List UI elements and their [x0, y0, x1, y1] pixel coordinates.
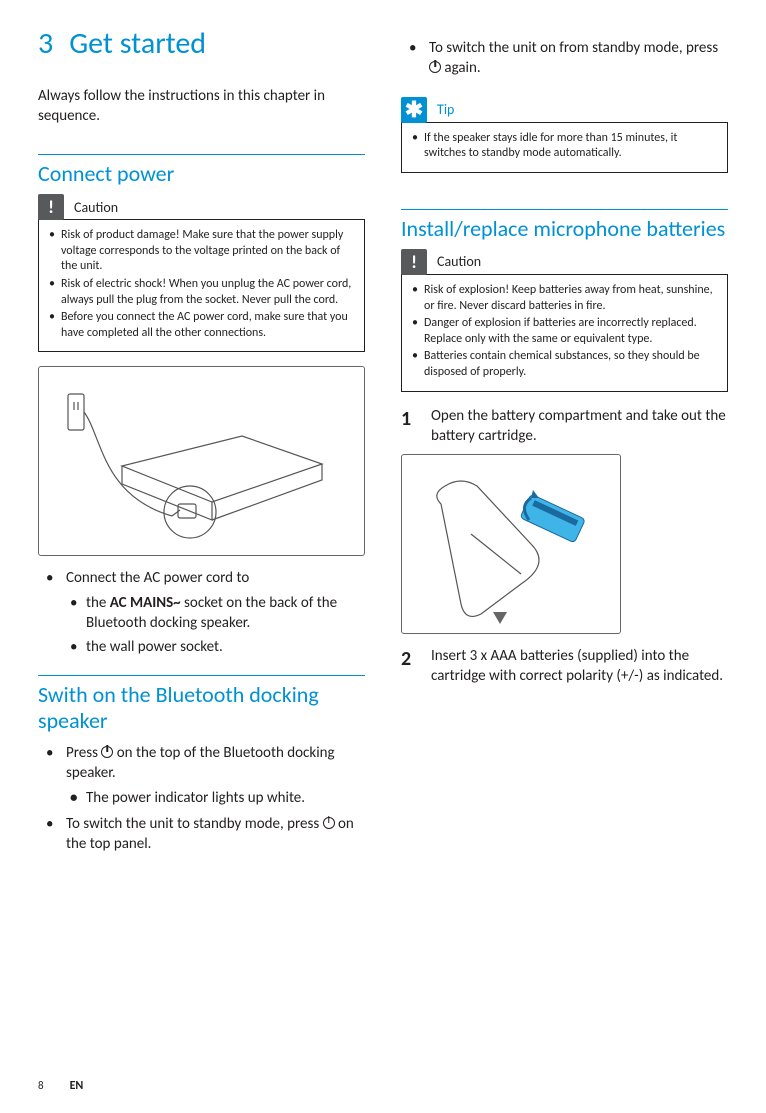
step-number: 2: [401, 646, 417, 687]
step-number: 1: [401, 406, 417, 447]
section-divider: [401, 209, 728, 210]
caution-batteries: ! Caution Risk of explosion! Keep batter…: [401, 249, 728, 392]
figure-battery-cartridge: [401, 454, 621, 634]
caution-item: Batteries contain chemical substances, s…: [412, 349, 717, 380]
step-intro: Connect the AC power cord to: [66, 569, 249, 587]
switch-on-steps: Press on the top of the Bluetooth dockin…: [38, 743, 365, 854]
figure-power-cord: [38, 366, 365, 556]
battery-cartridge-illustration-icon: [411, 464, 611, 624]
caution-box: Risk of product damage! Make sure that t…: [38, 219, 365, 352]
caution-item: Before you connect the AC power cord, ma…: [49, 310, 354, 341]
caution-item: Risk of explosion! Keep batteries away f…: [412, 283, 717, 314]
section-divider: [38, 154, 365, 155]
heading-batteries: Install/replace microphone batteries: [401, 216, 728, 241]
tip-label: Tip: [437, 101, 454, 118]
caution-box: Risk of explosion! Keep batteries away f…: [401, 274, 728, 392]
numbered-step-1: 1 Open the battery compartment and take …: [401, 406, 728, 447]
tip-header: ✱ Tip: [401, 97, 728, 123]
caution-icon: !: [38, 194, 64, 220]
step-text: Insert 3 x AAA batteries (supplied) into…: [431, 646, 728, 687]
ac-mains-term: AC MAINS~: [110, 594, 181, 612]
caution-icon: !: [401, 249, 427, 275]
list-item: Connect the AC power cord to the AC MAIN…: [38, 568, 365, 657]
tip-item: If the speaker stays idle for more than …: [412, 131, 717, 162]
caution-header: ! Caution: [401, 249, 728, 275]
chapter-title-text: Get started: [69, 25, 206, 62]
heading-connect-power: Connect power: [38, 161, 365, 186]
caution-label: Caution: [437, 253, 481, 270]
connect-power-steps: Connect the AC power cord to the AC MAIN…: [38, 568, 365, 657]
list-item: To switch the unit on from standby mode,…: [401, 38, 728, 79]
power-cord-illustration-icon: [62, 376, 342, 546]
list-item: To switch the unit to standby mode, pres…: [38, 814, 365, 855]
caution-item: Risk of electric shock! When you unplug …: [49, 277, 354, 308]
caution-header: ! Caution: [38, 194, 365, 220]
step-text: Open the battery compartment and take ou…: [431, 406, 728, 447]
section-divider: [38, 675, 365, 676]
intro-text: Always follow the instructions in this c…: [38, 86, 365, 127]
caution-item: Risk of product damage! Make sure that t…: [49, 228, 354, 275]
chapter-title: 3 Get started: [38, 28, 365, 60]
caution-label: Caution: [74, 199, 118, 216]
sub-list-item: the AC MAINS~ socket on the back of the …: [66, 593, 365, 634]
switch-on-steps-cont: To switch the unit on from standby mode,…: [401, 38, 728, 79]
heading-switch-on: Swith on the Bluetooth docking speaker: [38, 682, 365, 733]
caution-connect-power: ! Caution Risk of product damage! Make s…: [38, 194, 365, 352]
tip-icon: ✱: [401, 97, 427, 123]
tip-switch-on: ✱ Tip If the speaker stays idle for more…: [401, 97, 728, 173]
result-item: The power indicator lights up white.: [66, 788, 365, 808]
power-icon: [323, 817, 335, 829]
power-icon: [429, 61, 441, 73]
sub-list-item: the wall power socket.: [66, 637, 365, 657]
chapter-number: 3: [38, 25, 53, 62]
page-number: 8: [38, 1079, 44, 1092]
tip-box: If the speaker stays idle for more than …: [401, 122, 728, 173]
list-item: Press on the top of the Bluetooth dockin…: [38, 743, 365, 808]
power-icon: [101, 746, 113, 758]
page-footer: 8 EN: [38, 1079, 728, 1093]
spacer: [401, 187, 728, 209]
caution-item: Danger of explosion if batteries are inc…: [412, 316, 717, 347]
numbered-step-2: 2 Insert 3 x AAA batteries (supplied) in…: [401, 646, 728, 687]
page-language: EN: [70, 1079, 84, 1093]
